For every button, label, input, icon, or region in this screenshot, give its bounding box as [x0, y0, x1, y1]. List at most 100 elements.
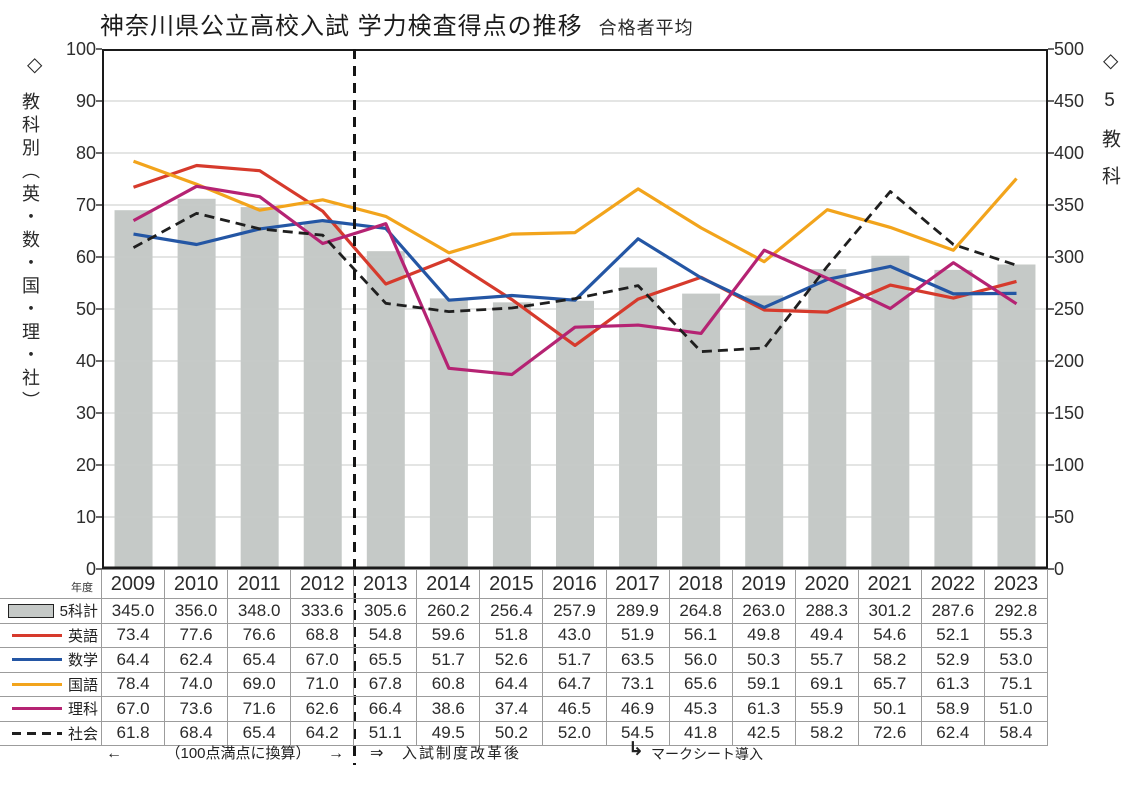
left-axis-tick-label: 60: [75, 247, 96, 267]
score-cell-social-studies: 49.5: [417, 721, 481, 746]
right-axis-tick-label: 0: [1054, 559, 1065, 579]
left-axis-tick-label: 20: [75, 455, 96, 475]
score-cell-five-subject-total: 257.9: [543, 599, 607, 624]
bar-five-subject-total: [492, 302, 531, 569]
footnote-right-arrow-icon: →: [328, 745, 344, 762]
bar-five-subject-total: [682, 293, 721, 569]
score-cell-math: 52.9: [921, 648, 985, 673]
score-cell-math: 64.4: [102, 648, 166, 673]
bar-five-subject-total: [808, 269, 847, 569]
score-cell-english: 54.6: [858, 623, 922, 648]
score-cell-japanese: 65.6: [669, 672, 733, 697]
right-axis-tick-label: 100: [1054, 455, 1085, 475]
bar-five-subject-total: [366, 251, 405, 569]
legend-label-social-studies: 社会: [67, 725, 98, 743]
right-axis-tick-label: 150: [1054, 403, 1085, 423]
right-axis-tick-label: 400: [1054, 143, 1085, 163]
score-cell-japanese: 61.3: [921, 672, 985, 697]
bar-five-subject-total: [619, 267, 658, 569]
legend-label-english: 英語: [67, 627, 98, 645]
bar-five-subject-total: [114, 210, 153, 569]
score-cell-japanese: 78.4: [102, 672, 166, 697]
score-cell-five-subject-total: 333.6: [291, 599, 355, 624]
score-cell-english: 54.8: [354, 623, 418, 648]
score-cell-english: 51.8: [480, 623, 544, 648]
page-title: 神奈川県公立高校入試 学力検査得点の推移: [100, 13, 583, 40]
footnote-marksheet-arrow-icon: ↳: [628, 739, 644, 760]
score-cell-social-studies: 62.4: [921, 721, 985, 746]
score-cell-japanese: 65.7: [858, 672, 922, 697]
score-cell-five-subject-total: 263.0: [732, 599, 796, 624]
score-cell-science: 71.6: [228, 697, 292, 722]
score-cell-math: 62.4: [165, 648, 229, 673]
score-cell-social-studies: 41.8: [669, 721, 733, 746]
legend-cell-math: 数学: [0, 648, 102, 673]
legend-label-science: 理科: [67, 701, 98, 719]
score-cell-japanese: 69.0: [228, 672, 292, 697]
score-cell-japanese: 73.1: [606, 672, 670, 697]
score-cell-math: 65.4: [228, 648, 292, 673]
bar-five-subject-total: [303, 222, 342, 569]
score-cell-math: 55.7: [795, 648, 859, 673]
right-axis-tick-label: 200: [1054, 351, 1085, 371]
score-cell-math: 50.3: [732, 648, 796, 673]
left-axis-tick-label: 90: [75, 91, 96, 111]
legend-line-swatch-english: [11, 633, 62, 637]
score-cell-japanese: 67.8: [354, 672, 418, 697]
score-cell-five-subject-total: 289.9: [606, 599, 670, 624]
score-cell-five-subject-total: 292.8: [984, 599, 1048, 624]
score-cell-five-subject-total: 301.2: [858, 599, 922, 624]
score-cell-english: 73.4: [102, 623, 166, 648]
score-cell-math: 67.0: [291, 648, 355, 673]
year-cell: 2013: [354, 570, 418, 599]
line-math: [133, 219, 1017, 309]
legend-line-swatch-social-studies: [11, 731, 62, 735]
score-cell-five-subject-total: 287.6: [921, 599, 985, 624]
right-axis-tick-label: 350: [1054, 195, 1085, 215]
score-cell-social-studies: 50.2: [480, 721, 544, 746]
score-cell-math: 52.6: [480, 648, 544, 673]
year-cell: 2016: [543, 570, 607, 599]
score-cell-social-studies: 58.4: [984, 721, 1048, 746]
score-cell-science: 66.4: [354, 697, 418, 722]
left-axis-tick-label: 40: [75, 351, 96, 371]
year-cell: 2014: [417, 570, 481, 599]
score-cell-five-subject-total: 345.0: [102, 599, 166, 624]
score-cell-english: 49.8: [732, 623, 796, 648]
right-axis-diamond-icon: ◇: [1103, 50, 1119, 72]
legend-cell-english: 英語: [0, 623, 102, 648]
legend-line-swatch-japanese: [11, 682, 62, 686]
right-axis-tick-label: 500: [1054, 39, 1085, 59]
score-cell-english: 76.6: [228, 623, 292, 648]
score-cell-social-studies: 54.5: [606, 721, 670, 746]
legend-line-swatch-science: [11, 707, 62, 711]
score-cell-english: 56.1: [669, 623, 733, 648]
chart-plot: [96, 48, 1054, 570]
line-english: [132, 163, 1017, 347]
footnote-reform-note: 入試制度改革後: [402, 745, 522, 762]
score-cell-japanese: 71.0: [291, 672, 355, 697]
legend-label-math: 数学: [67, 652, 98, 670]
score-cell-english: 43.0: [543, 623, 607, 648]
line-social-studies: [132, 190, 1017, 354]
score-cell-english: 55.3: [984, 623, 1048, 648]
score-cell-english: 59.6: [417, 623, 481, 648]
bar-five-subject-total: [429, 298, 468, 569]
score-cell-japanese: 69.1: [795, 672, 859, 697]
year-cell: 2012: [291, 570, 355, 599]
score-cell-five-subject-total: 356.0: [165, 599, 229, 624]
score-cell-five-subject-total: 305.6: [354, 599, 418, 624]
left-axis-tick-label: 0: [85, 559, 96, 579]
year-cell: 2010: [165, 570, 229, 599]
footnote-left-arrow-icon: ←: [106, 745, 122, 762]
title-row: 神奈川県公立高校入試 学力検査得点の推移 合格者平均: [100, 6, 694, 41]
year-axis-label: 年度: [0, 570, 102, 599]
score-cell-math: 63.5: [606, 648, 670, 673]
year-cell: 2020: [795, 570, 859, 599]
legend-cell-japanese: 国語: [0, 672, 102, 697]
footnote-reform-arrow-icon: ⇒: [370, 745, 384, 762]
left-axis-tick-label: 70: [75, 195, 96, 215]
legend-label-five-subject-total: 5科計: [59, 603, 98, 621]
score-cell-science: 61.3: [732, 697, 796, 722]
